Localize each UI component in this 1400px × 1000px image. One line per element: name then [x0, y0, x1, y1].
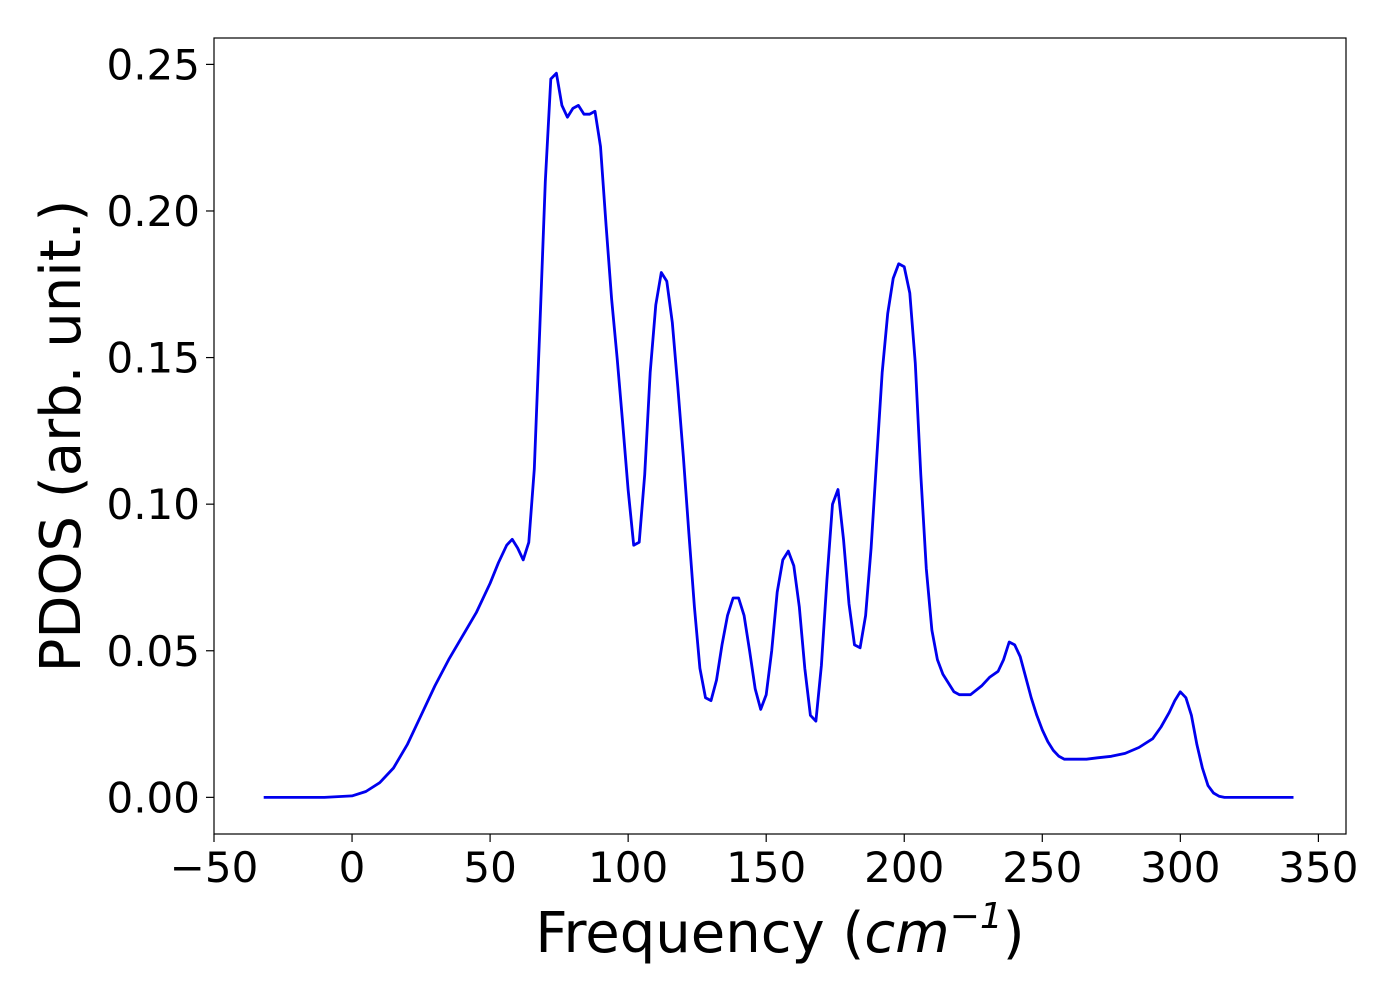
x-axis-ticks: −50 0 50 100 150 200 250 300 350 [170, 834, 1358, 892]
x-tick-label: 150 [726, 843, 806, 892]
pdos-line [263, 71, 1294, 799]
x-tick-label: 100 [588, 843, 668, 892]
y-tick-label: 0.20 [106, 187, 200, 236]
x-tick-label: 300 [1140, 843, 1220, 892]
y-tick-label: 0.25 [106, 40, 200, 89]
x-tick-label: 0 [339, 843, 366, 892]
x-axis-title-exp: −1 [950, 896, 1003, 937]
x-axis-title-math: cm [864, 901, 949, 966]
plot-frame [213, 37, 1347, 835]
y-tick-label: 0.00 [106, 773, 200, 822]
x-tick-label: 200 [864, 843, 944, 892]
x-tick-label: 50 [463, 843, 516, 892]
y-tick-label: 0.15 [106, 334, 200, 383]
x-axis-title-close: ) [1003, 901, 1025, 966]
y-axis-title: PDOS (arb. unit.) [29, 200, 94, 673]
x-tick-label: −50 [170, 843, 259, 892]
x-tick-label: 350 [1278, 843, 1358, 892]
y-tick-label: 0.05 [106, 627, 200, 676]
x-axis-title: Frequency (cm−1) [535, 896, 1024, 966]
y-tick-label: 0.10 [106, 480, 200, 529]
y-axis-ticks: 0.00 0.05 0.10 0.15 0.20 0.25 [106, 40, 214, 822]
x-tick-label: 250 [1002, 843, 1082, 892]
